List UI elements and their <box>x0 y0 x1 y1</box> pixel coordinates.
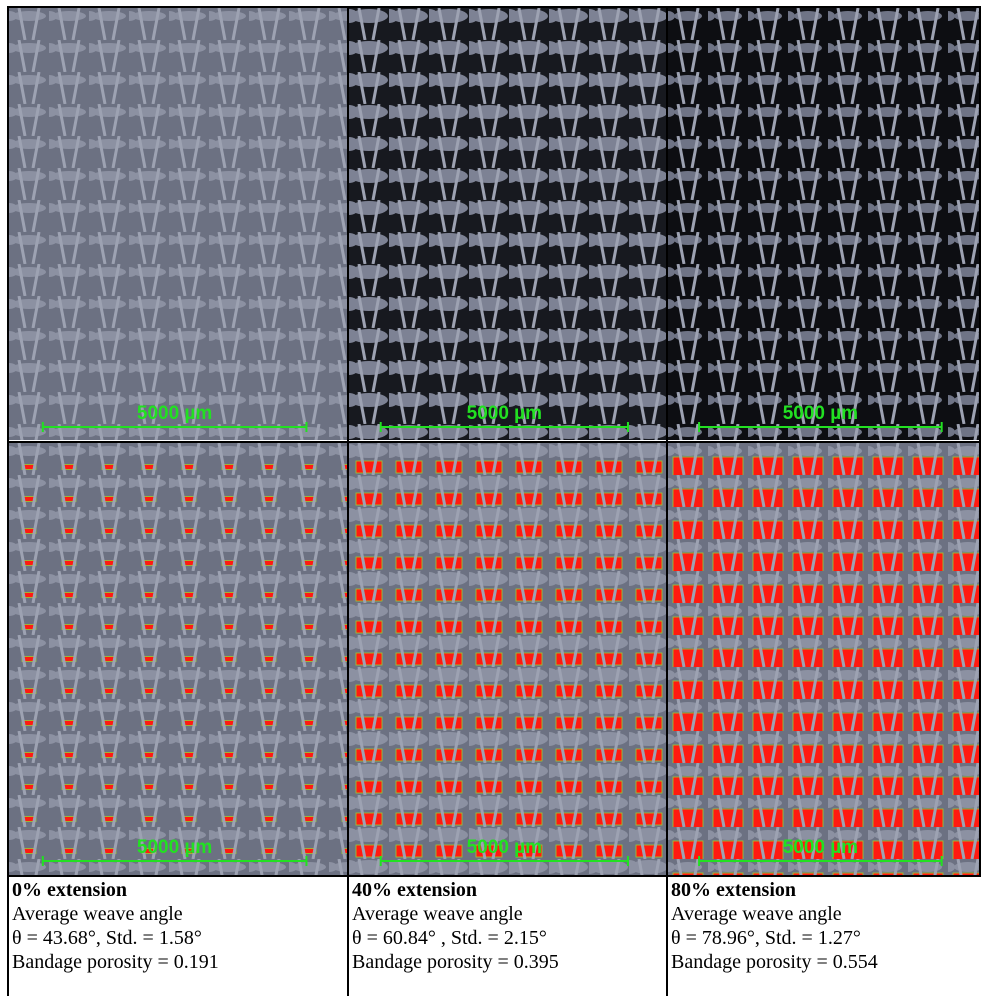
scale-label: 5000 µm <box>137 403 212 424</box>
angle-value: θ = 43.68°, Std. = 1.58° <box>12 926 219 950</box>
image <box>349 8 666 440</box>
porosity-value: Bandage porosity = 0.554 <box>671 950 878 974</box>
fabric-photo: 5000 µm <box>9 8 347 440</box>
image <box>349 443 666 875</box>
porosity-value: Bandage porosity = 0.191 <box>12 950 219 974</box>
angle-value: θ = 78.96°, Std. = 1.27° <box>671 926 878 950</box>
image <box>9 8 347 440</box>
scale-label: 5000 µm <box>137 837 212 858</box>
scale-label: 5000 µm <box>467 403 542 424</box>
porosity-map: 5000 µm <box>9 443 347 875</box>
fabric-photo: 5000 µm <box>349 8 666 440</box>
border <box>7 875 981 877</box>
image <box>9 443 347 875</box>
scale-label: 5000 µm <box>467 837 542 858</box>
angle-label: Average weave angle <box>352 902 559 926</box>
scale-label: 5000 µm <box>783 403 858 424</box>
porosity-value: Bandage porosity = 0.395 <box>352 950 559 974</box>
image <box>668 8 979 440</box>
scale-label: 5000 µm <box>783 837 858 858</box>
image <box>668 443 979 875</box>
fabric-photo: 5000 µm <box>668 8 979 440</box>
extension-label: 0% extension <box>12 878 219 902</box>
porosity-map: 5000 µm <box>668 443 979 875</box>
extension-label: 80% extension <box>671 878 878 902</box>
angle-label: Average weave angle <box>12 902 219 926</box>
figure: 5000 µm5000 µm0% extensionAverage weave … <box>0 0 981 996</box>
angle-value: θ = 60.84° , Std. = 2.15° <box>352 926 559 950</box>
porosity-map: 5000 µm <box>349 443 666 875</box>
extension-label: 40% extension <box>352 878 559 902</box>
angle-label: Average weave angle <box>671 902 878 926</box>
